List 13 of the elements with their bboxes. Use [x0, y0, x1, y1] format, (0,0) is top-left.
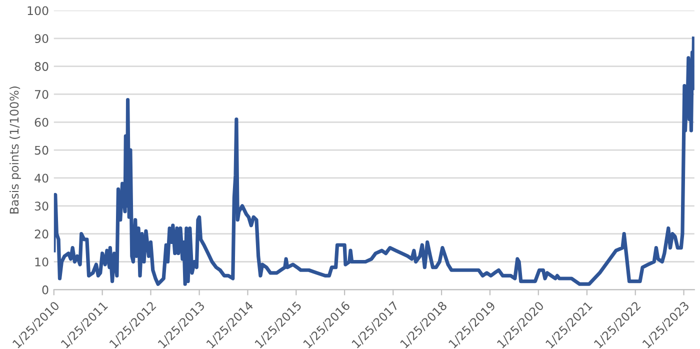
- y-tick-label: 60: [34, 118, 48, 127]
- line-series: [54, 36, 694, 286]
- y-tick-label: 10: [35, 257, 48, 266]
- y-axis-title: Basis points (1/100%): [10, 86, 21, 214]
- y-tick-label: 100: [28, 6, 48, 16]
- y-tick-label: 20: [34, 230, 48, 238]
- y-tick-label: 70: [34, 90, 48, 99]
- y-tick-label: 30: [34, 202, 48, 211]
- y-tick-label: 90: [34, 34, 48, 44]
- y-tick-label: 50: [34, 146, 48, 155]
- y-tick-label: 80: [34, 62, 48, 71]
- y-tick-label: 0: [42, 285, 48, 294]
- y-tick-label: 40: [34, 174, 48, 183]
